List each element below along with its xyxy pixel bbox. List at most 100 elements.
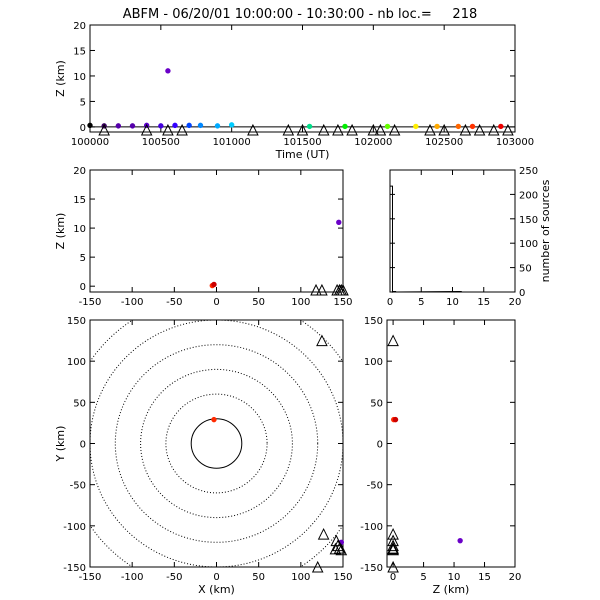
station-marker [98,123,110,136]
range-ring [140,368,293,519]
y-tick-label: 5 [80,97,86,108]
station-marker [317,123,330,136]
x-tick-label: 100 [291,297,310,308]
x-tick-label: 100000 [71,137,109,148]
y-tick-label: 100 [519,239,538,250]
source-point [469,123,476,130]
station-marker [487,123,500,136]
x-tick-label: 103000 [496,137,534,148]
station-marker [388,123,401,136]
source-point [384,123,391,130]
range-ring [90,320,343,567]
station-marker [424,123,436,136]
x-tick-label: -50 [166,297,182,308]
station-marker [387,527,399,540]
y-tick-label: 20 [73,21,86,32]
station-marker [337,283,349,296]
y-tick-label: 15 [73,195,86,206]
station-marker [310,283,322,296]
x-tick-label: -100 [121,297,144,308]
source-point [115,123,122,129]
y-axis-label: Z (km) [54,213,67,250]
y-axis-label: Y (km) [54,426,67,463]
source-point [214,123,221,129]
plan-view-panel: -150 -100 -50 0 50 100 150 -150 -100 -50 0 50 100 150… [54,316,353,596]
figure-title: ABFM - 06/20/01 10:00:00 - 10:30:00 - nb… [123,7,478,22]
x-tick-label: 102000 [354,137,392,148]
station-marker [335,543,348,556]
x-height-panel: -150 -100 -50 0 50 100 150 0 5 10 15 20 Z (km) [54,166,353,308]
station-marker [140,123,153,136]
station-marker [316,283,328,296]
y-tick-label: 0 [80,282,86,293]
station-marker [387,543,399,556]
station-marker [332,123,344,136]
source-point [228,122,235,128]
x-tick-label: -50 [166,572,182,583]
station-marker [176,123,188,136]
x-tick-label: 100500 [142,137,180,148]
source-point [129,123,136,129]
source-point [498,123,504,130]
x-tick-label: 0 [387,297,393,308]
plot-frame [89,24,516,133]
range-rings [90,320,343,567]
x-axis-label: X (km) [198,583,235,596]
station-marker [387,334,399,347]
source-point [186,122,192,129]
y-tick-label: 100 [364,357,383,368]
y-tick-label: 150 [364,316,383,327]
y-tick-label: 0 [377,440,383,451]
height-y-panel: 0 5 10 15 20 -150 -100 -50 0 50 100 150 Z (km) [360,316,521,596]
x-tick-label: 0 [390,572,396,583]
x-tick-label: 20 [509,572,522,583]
station-marker [374,123,387,136]
y-tick-label: -100 [63,522,86,533]
station-marker [502,123,514,136]
source-point [457,537,463,544]
plot-frame [89,319,344,568]
station-marker [317,527,330,540]
source-point [434,123,440,130]
y-tick-label: 5 [80,253,86,264]
y-axis-label: number of sources [539,179,552,282]
x-tick-label: 20 [509,297,522,308]
source-point [211,416,217,423]
y-tick-label: 20 [73,166,86,177]
x-tick-label: 50 [252,297,265,308]
station-marker [387,539,399,552]
y-tick-label: 250 [519,166,538,177]
source-point [197,122,204,129]
x-tick-label: 10 [448,572,461,583]
x-tick-label: -100 [121,572,144,583]
y-tick-label: 15 [73,46,86,57]
x-tick-label: 0 [213,572,219,583]
x-axis-label: Time (UT) [275,148,330,161]
y-tick-label: 10 [73,224,86,235]
station-marker [367,123,380,136]
station-marker [282,123,295,136]
x-tick-label: 150 [333,297,352,308]
x-tick-label: -150 [79,572,102,583]
source-point [211,281,217,288]
x-tick-label: 100 [291,572,310,583]
x-tick-label: 10 [446,297,459,308]
y-axis-label: Z (km) [54,60,67,97]
y-tick-label: 150 [67,316,86,327]
y-tick-label: 100 [67,357,86,368]
x-tick-label: 15 [478,572,491,583]
station-marker [438,123,450,136]
y-tick-label: 200 [519,190,538,201]
source-point [455,123,462,130]
station-marker [473,123,486,136]
y-tick-label: 50 [73,398,86,409]
plot-frame [389,169,516,293]
station-marker [311,560,324,573]
source-point [413,123,419,130]
y-tick-label: -100 [360,522,383,533]
station-marker [247,123,259,136]
source-point [87,122,93,129]
x-axis-label: Z (km) [433,583,470,596]
source-point [336,219,342,225]
